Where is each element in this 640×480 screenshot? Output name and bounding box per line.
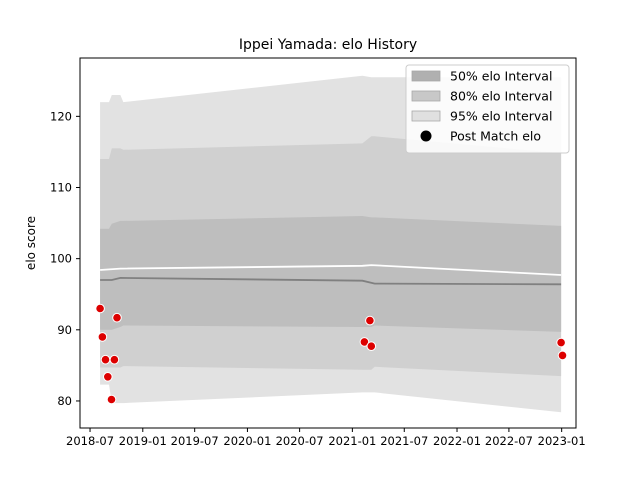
x-tick-label: 2018-07	[66, 434, 114, 448]
x-tick-label: 2021-07	[380, 434, 428, 448]
x-tick-label: 2020-07	[276, 434, 324, 448]
median-elo-line	[100, 276, 562, 286]
post-match-point	[365, 315, 375, 326]
legend-label-band80: 80% elo Interval	[450, 89, 552, 104]
band-p50	[100, 216, 562, 332]
legend-box	[405, 64, 570, 154]
x-tick-label: 2022-01	[433, 434, 481, 448]
elo-lines	[100, 264, 562, 286]
y-tick-label: 90	[57, 323, 72, 337]
y-axis: 80 90 100 110 120	[50, 109, 80, 408]
legend: 50% elo Interval 80% elo Interval 95% elo …	[405, 64, 570, 154]
post-match-point	[366, 341, 377, 352]
legend-swatch-points	[420, 130, 432, 142]
legend-swatch-band95	[411, 110, 441, 122]
post-match-point	[95, 303, 105, 314]
y-tick-label: 100	[50, 252, 72, 266]
post-match-point	[106, 394, 117, 405]
post-match-point	[556, 337, 566, 348]
x-tick-label: 2019-01	[119, 434, 167, 448]
x-tick-label: 2022-07	[485, 434, 533, 448]
post-match-point	[359, 337, 370, 347]
legend-swatch-band80	[411, 90, 441, 102]
post-match-point	[112, 312, 122, 323]
chart-title: Ippei Yamada: elo History	[239, 37, 417, 53]
post-match-point	[100, 354, 111, 365]
y-axis-label: elo score	[24, 216, 38, 270]
x-tick-label: 2019-07	[171, 434, 219, 448]
legend-label-band50: 50% elo Interval	[450, 69, 552, 84]
y-tick-label: 80	[57, 394, 72, 408]
y-tick-label: 120	[50, 109, 72, 123]
post-match-point	[557, 350, 568, 361]
post-match-point	[97, 332, 108, 342]
post-match-point	[103, 372, 113, 382]
legend-label-points: Post Match elo	[450, 129, 541, 144]
interval-bands	[100, 75, 562, 413]
y-tick-label: 110	[50, 181, 72, 195]
plot-frame	[79, 57, 577, 429]
post-match-points	[95, 303, 568, 405]
x-axis: 2018-07 2019-01 2019-07 2020-01 2020-07 2021-…	[66, 428, 586, 448]
x-tick-label: 2021-01	[328, 434, 376, 448]
x-tick-label: 2020-01	[223, 434, 271, 448]
legend-label-band95: 95% elo Interval	[450, 109, 552, 124]
legend-swatch-band50	[411, 70, 441, 82]
mean-elo-line	[100, 264, 562, 276]
post-match-point	[109, 354, 120, 365]
x-tick-label: 2023-01	[538, 434, 586, 448]
